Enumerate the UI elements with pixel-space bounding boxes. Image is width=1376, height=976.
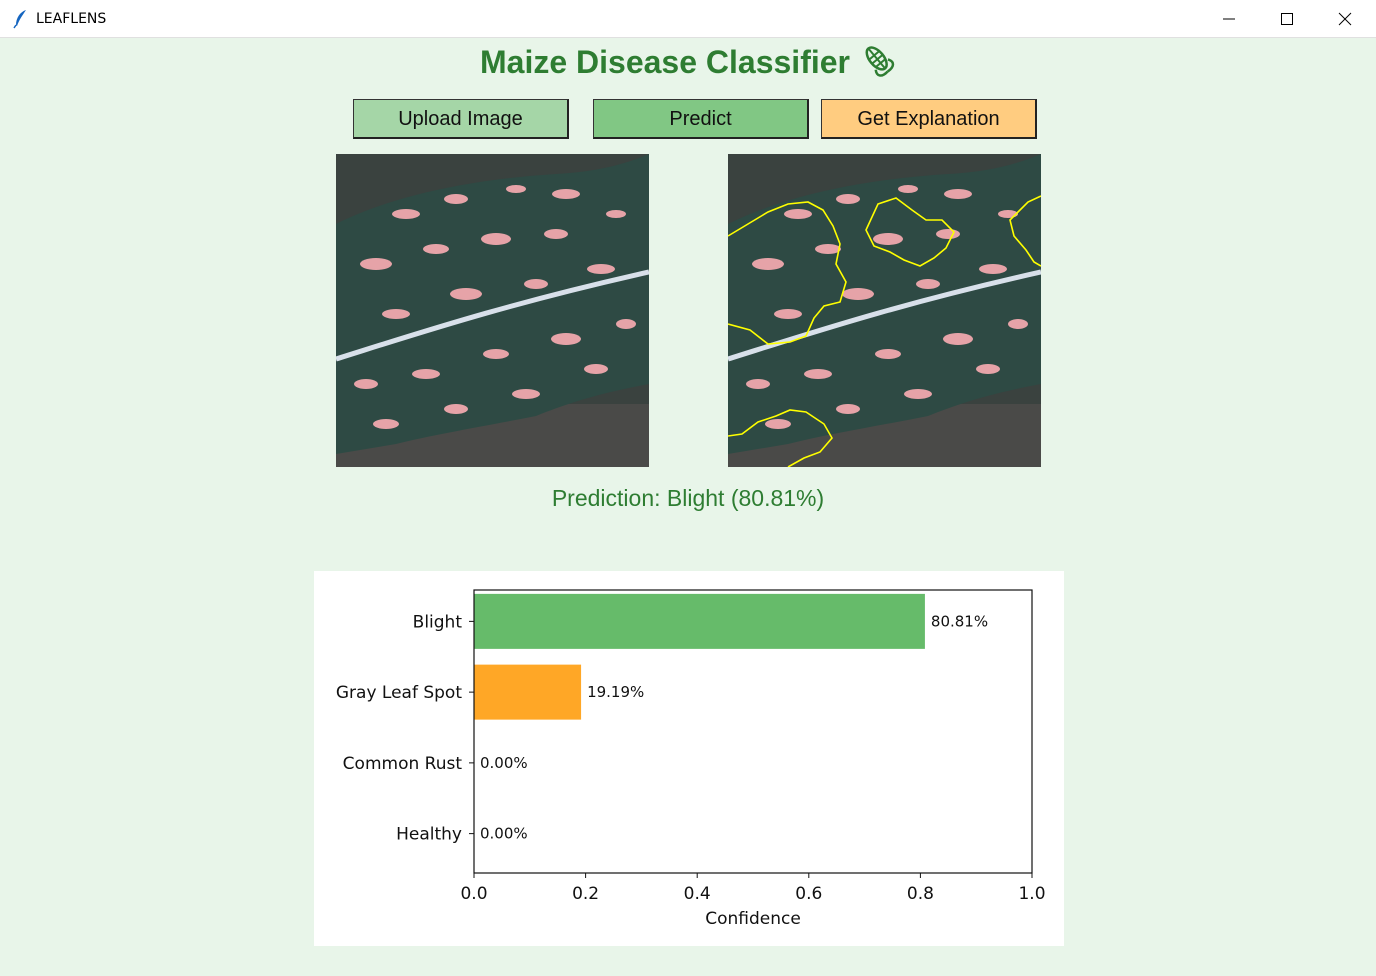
leaf-explanation-graphic xyxy=(728,154,1041,467)
y-tick-label: Common Rust xyxy=(343,754,463,774)
bar-value-label: 80.81% xyxy=(931,612,988,630)
bar-blight xyxy=(474,593,925,649)
bar-value-label: 0.00% xyxy=(480,754,528,772)
x-tick-label: 0.2 xyxy=(572,884,599,904)
y-tick-label: Blight xyxy=(413,612,463,632)
maximize-icon xyxy=(1281,13,1293,25)
window-titlebar: LEAFLENS xyxy=(0,0,1376,38)
leaf-image-graphic xyxy=(336,154,649,467)
leaf-explanation-image xyxy=(728,154,1041,467)
window-title: LEAFLENS xyxy=(36,11,107,27)
close-icon xyxy=(1338,12,1352,26)
maximize-button[interactable] xyxy=(1258,0,1316,38)
y-tick-label: Gray Leaf Spot xyxy=(336,683,462,703)
leaf-image xyxy=(336,154,649,467)
minimize-icon xyxy=(1223,18,1235,20)
upload-image-button[interactable]: Upload Image xyxy=(353,99,569,139)
corn-icon xyxy=(860,42,896,78)
bar-value-label: 0.00% xyxy=(480,825,528,843)
prediction-label: Prediction: Blight (80.81%) xyxy=(551,485,825,511)
get-explanation-button[interactable]: Get Explanation xyxy=(821,99,1037,139)
page-title: Maize Disease Classifier xyxy=(0,42,1376,81)
x-tick-label: 0.8 xyxy=(907,884,934,904)
x-tick-label: 0.0 xyxy=(460,884,487,904)
x-axis-label: Confidence xyxy=(705,909,801,929)
confidence-chart: Blight 80.81% Gray Leaf Spot 19.19% Common R… xyxy=(314,571,1064,946)
predict-button[interactable]: Predict xyxy=(593,99,809,139)
feather-icon xyxy=(12,9,30,29)
y-tick-label: Healthy xyxy=(396,825,462,845)
minimize-button[interactable] xyxy=(1200,0,1258,38)
page-title-text: Maize Disease Classifier xyxy=(480,44,850,80)
bar-gray-leaf-spot xyxy=(474,664,582,720)
x-tick-label: 0.6 xyxy=(795,884,822,904)
close-button[interactable] xyxy=(1316,0,1374,38)
x-tick-label: 0.4 xyxy=(684,884,711,904)
confidence-chart-svg: Blight 80.81% Gray Leaf Spot 19.19% Common R… xyxy=(336,589,1046,929)
plot-frame xyxy=(473,589,1033,874)
bar-value-label: 19.19% xyxy=(587,683,644,701)
x-tick-label: 1.0 xyxy=(1018,884,1045,904)
